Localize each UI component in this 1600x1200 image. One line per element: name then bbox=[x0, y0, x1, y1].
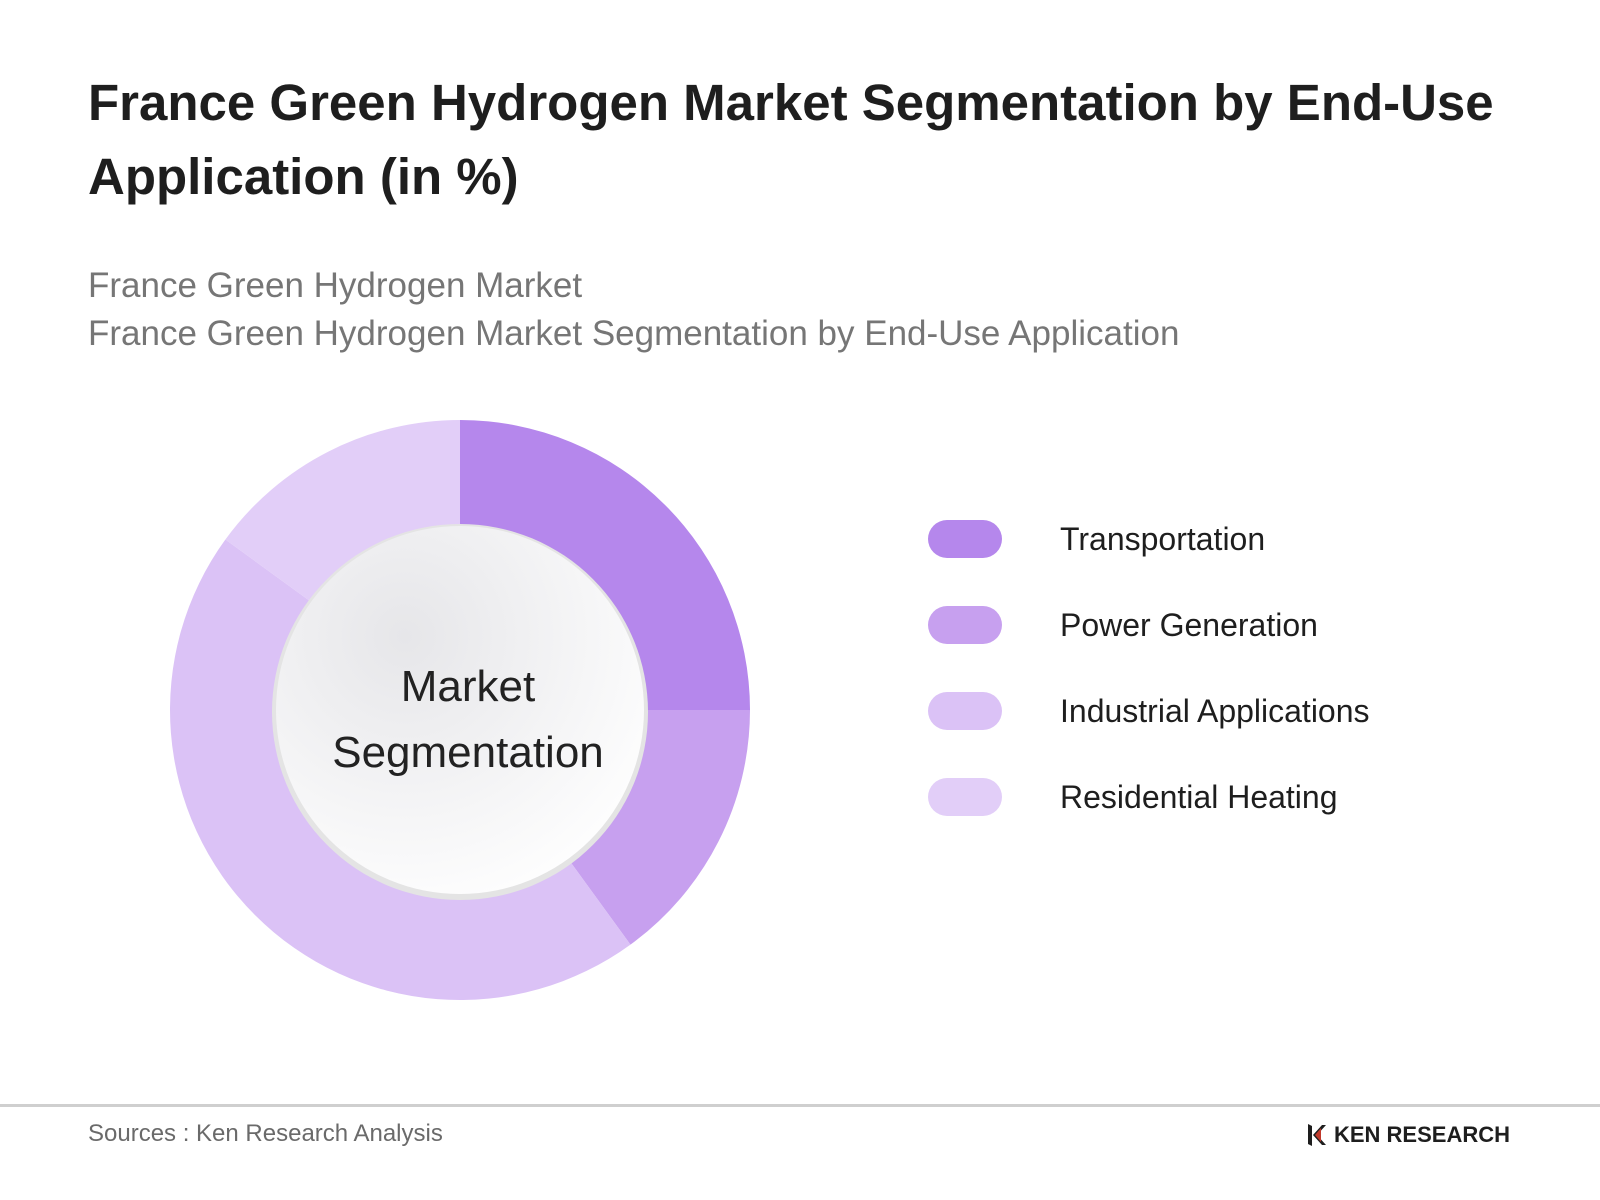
legend-item-residential-heating: Residential Heating bbox=[928, 754, 1528, 840]
legend-label: Industrial Applications bbox=[1060, 692, 1370, 729]
donut-chart-svg bbox=[170, 420, 750, 1000]
legend-label: Residential Heating bbox=[1060, 778, 1338, 815]
chart-title: France Green Hydrogen Market Segmentatio… bbox=[88, 74, 1494, 205]
legend-label: Power Generation bbox=[1060, 606, 1318, 643]
chart-legend: Transportation Power Generation Industrial… bbox=[928, 496, 1528, 840]
donut-slice-transportation bbox=[460, 420, 750, 710]
chart-subtitle-segmentation: France Green Hydrogen Market Segmentatio… bbox=[88, 314, 1180, 353]
source-note: Sources : Ken Research Analysis bbox=[88, 1120, 443, 1147]
legend-item-industrial-applications: Industrial Applications bbox=[928, 668, 1528, 754]
legend-swatch bbox=[928, 692, 1002, 730]
legend-swatch bbox=[928, 606, 1002, 644]
legend-label: Transportation bbox=[1060, 520, 1266, 557]
legend-item-transportation: Transportation bbox=[928, 496, 1528, 582]
donut-chart bbox=[160, 420, 780, 1040]
chart-subtitle-market: France Green Hydrogen Market bbox=[88, 266, 583, 305]
ken-research-logo-icon bbox=[1307, 1124, 1326, 1146]
logo-text: KEN RESEARCH bbox=[1333, 1122, 1510, 1147]
legend-swatch bbox=[928, 778, 1002, 816]
footer-divider bbox=[0, 1104, 1600, 1107]
legend-swatch bbox=[928, 520, 1002, 558]
legend-item-power-generation: Power Generation bbox=[928, 582, 1528, 668]
ken-research-logo: KEN RESEARCH bbox=[1306, 1122, 1510, 1148]
donut-center-disc bbox=[276, 526, 644, 894]
